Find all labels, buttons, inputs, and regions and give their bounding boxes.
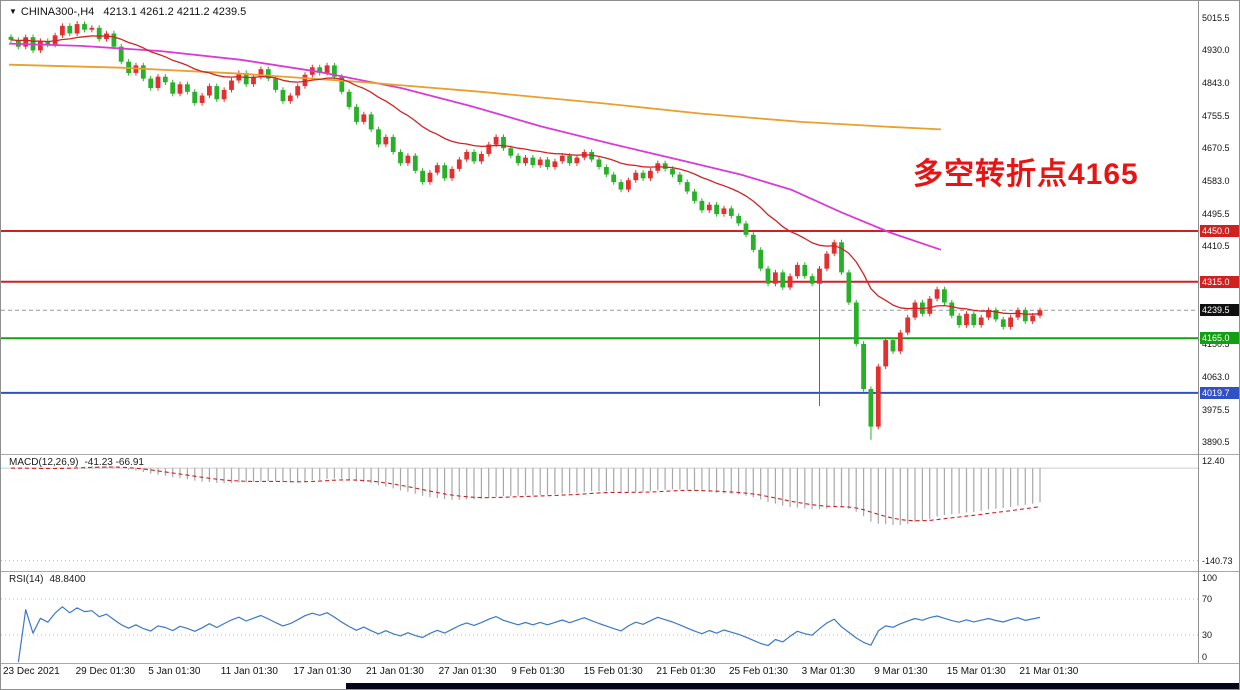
price-level-badge: 4450.0 — [1200, 225, 1239, 237]
price-axis-label: 4843.0 — [1202, 78, 1230, 89]
time-axis-label: 17 Jan 01:30 — [293, 666, 352, 677]
taskbar-fragment — [346, 683, 1239, 689]
macd-scale-label: 12.40 — [1202, 456, 1225, 466]
macd-name: MACD(12,26,9) — [9, 457, 79, 468]
price-axis-label: 5015.5 — [1202, 13, 1230, 24]
rsi-scale-label: 70 — [1202, 594, 1213, 604]
symbol-info: ▼ CHINA300-,H4 4213.1 4261.2 4211.2 4239.… — [9, 6, 246, 18]
time-axis-label: 11 Jan 01:30 — [220, 666, 278, 677]
price-axis-label: 3975.5 — [1202, 404, 1230, 415]
time-axis-label: 3 Mar 01:30 — [801, 666, 855, 677]
price-axis-label: 4930.0 — [1202, 45, 1230, 56]
time-axis-label: 9 Feb 01:30 — [511, 666, 565, 677]
time-axis-label: 25 Feb 01:30 — [729, 666, 788, 677]
time-axis-label: 9 Mar 01:30 — [874, 666, 928, 677]
rsi-name: RSI(14) — [9, 574, 44, 585]
rsi-indicator-label: RSI(14) 48.8400 — [9, 574, 86, 585]
time-axis-label: 5 Jan 01:30 — [148, 666, 201, 677]
time-axis-label: 15 Mar 01:30 — [946, 666, 1006, 677]
time-axis-label: 29 Dec 01:30 — [75, 666, 136, 677]
macd-panel-divider[interactable] — [1, 454, 1239, 455]
price-level-badge: 4315.0 — [1200, 275, 1239, 288]
macd-indicator-label: MACD(12,26,9) -41.23 -66.91 — [9, 457, 144, 468]
annotation-text: 多空转折点4165 — [913, 158, 1139, 191]
rsi-scale-label: 0 — [1202, 652, 1208, 662]
time-axis-label: 23 Dec 2021 — [3, 666, 60, 677]
price-axis-label: 4583.0 — [1202, 175, 1230, 186]
time-axis-divider — [1, 663, 1239, 664]
macd-values: -41.23 -66.91 — [84, 457, 144, 468]
ohlc-values: 4213.1 4261.2 4211.2 4239.5 — [103, 6, 247, 18]
price-level-badge: 4165.0 — [1200, 332, 1239, 345]
rsi-panel-divider[interactable] — [1, 571, 1239, 572]
rsi-value: 48.8400 — [49, 574, 86, 585]
price-axis-label: 4755.5 — [1202, 111, 1230, 122]
time-axis-label: 21 Feb 01:30 — [656, 666, 716, 677]
time-axis-label: 21 Jan 01:30 — [366, 666, 424, 677]
collapse-arrow-icon[interactable]: ▼ — [9, 7, 17, 16]
price-axis-label: 4495.5 — [1202, 208, 1230, 219]
price-axis-label: 4670.5 — [1202, 143, 1230, 154]
rsi-scale-label: 100 — [1202, 573, 1218, 583]
time-axis-label: 15 Feb 01:30 — [583, 666, 643, 677]
price-axis-label: 4063.0 — [1202, 371, 1230, 382]
price-axis-separator — [1198, 1, 1199, 663]
time-axis-label: 21 Mar 01:30 — [1019, 666, 1079, 677]
macd-scale-label: -140.73 — [1202, 555, 1233, 566]
price-axis-label: 3890.5 — [1202, 436, 1230, 447]
symbol-label: CHINA300-,H4 — [20, 6, 95, 18]
price-level-badge: 4239.5 — [1200, 304, 1239, 317]
price-level-badge: 4019.7 — [1200, 386, 1239, 399]
price-axis-label: 4410.5 — [1202, 240, 1230, 251]
rsi-scale-label: 30 — [1202, 630, 1213, 640]
time-axis-label: 27 Jan 01:30 — [438, 666, 497, 677]
